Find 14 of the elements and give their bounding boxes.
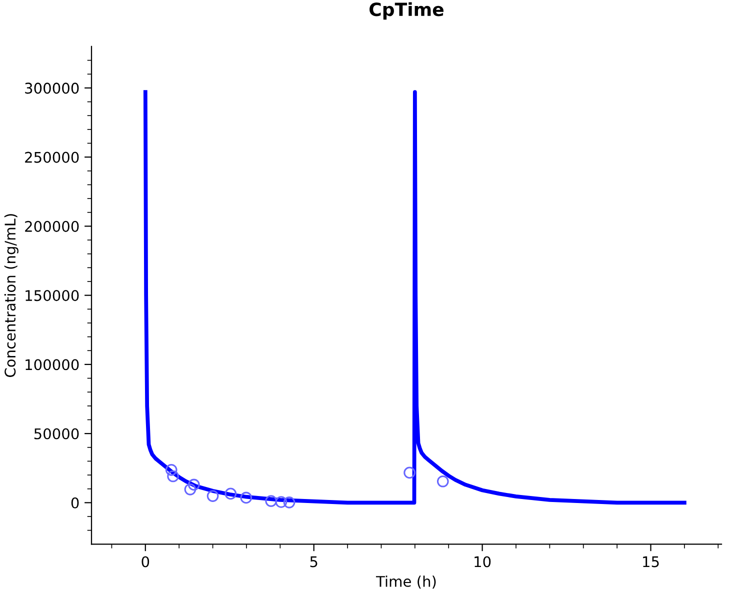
y-tick-label: 0: [71, 497, 79, 508]
x-tick-label: 0: [142, 556, 150, 568]
y-axis-title: Concentration (ng/mL): [4, 214, 18, 377]
x-axis-title: Time (h): [376, 576, 436, 589]
y-tick-label: 100000: [26, 359, 79, 370]
y-tick-label: 200000: [25, 220, 79, 232]
x-tick-label: 15: [643, 556, 659, 568]
x-tick-label: 10: [474, 556, 491, 568]
y-tick-label: 150000: [26, 290, 79, 302]
x-tick-label: 5: [310, 556, 318, 568]
y-tick-label: 300000: [25, 82, 79, 94]
y-tick-label: 250000: [25, 152, 79, 163]
chart-title: CpTime: [370, 2, 444, 20]
y-tick-label: 50000: [34, 428, 79, 440]
